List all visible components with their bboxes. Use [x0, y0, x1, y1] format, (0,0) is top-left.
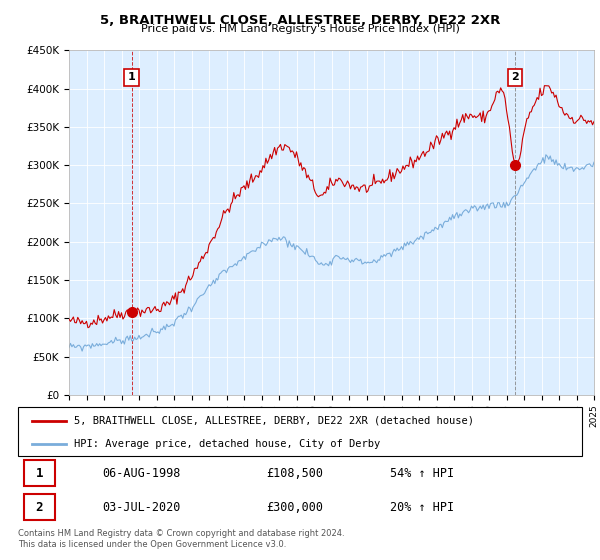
Bar: [23, 494, 55, 520]
Text: 5, BRAITHWELL CLOSE, ALLESTREE, DERBY, DE22 2XR: 5, BRAITHWELL CLOSE, ALLESTREE, DERBY, D…: [100, 14, 500, 27]
Text: £108,500: £108,500: [266, 466, 323, 479]
Text: £300,000: £300,000: [266, 501, 323, 514]
Text: Price paid vs. HM Land Registry's House Price Index (HPI): Price paid vs. HM Land Registry's House …: [140, 24, 460, 34]
Text: 1: 1: [35, 466, 43, 479]
Text: 03-JUL-2020: 03-JUL-2020: [103, 501, 181, 514]
Text: HPI: Average price, detached house, City of Derby: HPI: Average price, detached house, City…: [74, 439, 380, 449]
Text: 54% ↑ HPI: 54% ↑ HPI: [390, 466, 454, 479]
Text: 2: 2: [35, 501, 43, 514]
Text: 2: 2: [511, 72, 519, 82]
Text: 20% ↑ HPI: 20% ↑ HPI: [390, 501, 454, 514]
Text: 06-AUG-1998: 06-AUG-1998: [103, 466, 181, 479]
Bar: [23, 460, 55, 486]
Text: 5, BRAITHWELL CLOSE, ALLESTREE, DERBY, DE22 2XR (detached house): 5, BRAITHWELL CLOSE, ALLESTREE, DERBY, D…: [74, 416, 475, 426]
Text: Contains HM Land Registry data © Crown copyright and database right 2024.
This d: Contains HM Land Registry data © Crown c…: [18, 529, 344, 549]
Text: 1: 1: [128, 72, 136, 82]
